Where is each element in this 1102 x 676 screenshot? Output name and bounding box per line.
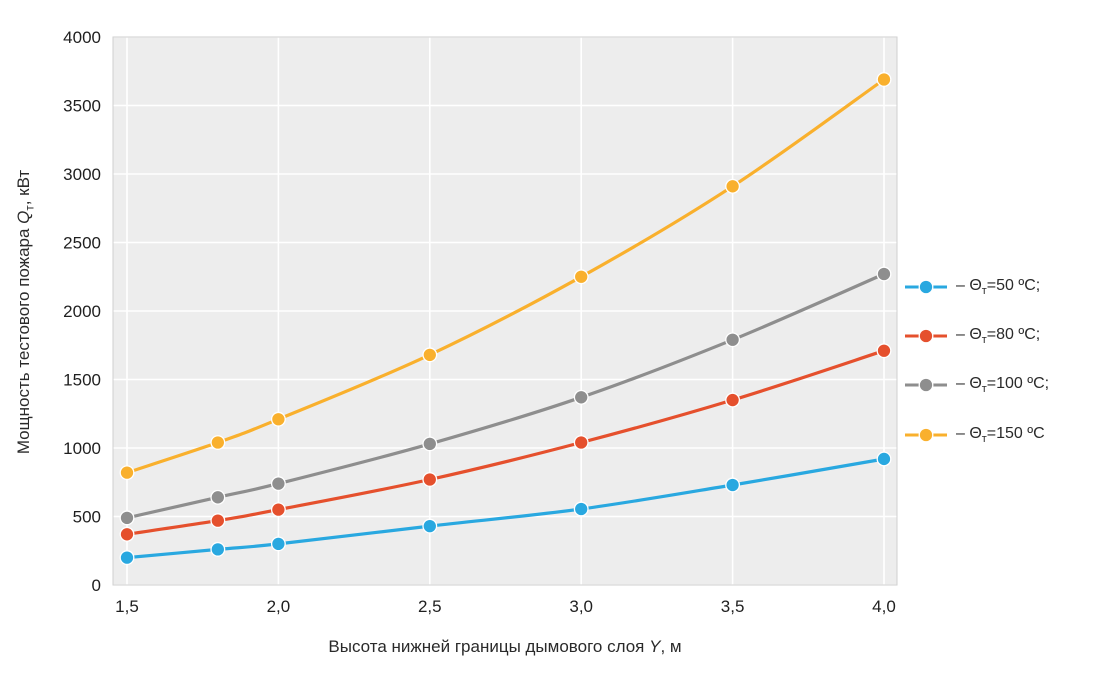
- legend-item-1: – Θт=80 ºC;: [903, 326, 1049, 346]
- legend-marker-icon: [905, 427, 947, 443]
- data-point: [119, 465, 135, 481]
- plot-svg: 0 500 1000 1500 2000 2500 3000 3500 4000 1,5 2,0 2,…: [63, 28, 898, 616]
- legend-marker-icon: [905, 328, 947, 344]
- legend-label: – Θт=100 ºC;: [956, 375, 1050, 396]
- y-tick-label: 2500: [63, 234, 101, 253]
- data-point: [725, 178, 741, 194]
- x-tick-label: 1,5: [115, 597, 139, 616]
- y-tick-label: 3000: [63, 165, 101, 184]
- data-point: [210, 435, 226, 450]
- x-tick-label: 2,0: [267, 597, 291, 616]
- data-point: [422, 436, 438, 452]
- data-point: [119, 526, 135, 542]
- data-point: [422, 472, 438, 487]
- y-axis-title-text: Мощность тестового пожара: [14, 223, 33, 455]
- x-axis-variable: Y: [649, 637, 661, 656]
- y-axis-title: Мощность тестового пожара Qт, кВт: [14, 34, 36, 590]
- legend-marker-icon: [905, 378, 947, 393]
- data-point: [210, 541, 226, 557]
- legend-label: – Θт=80 ºC;: [956, 326, 1041, 347]
- legend-label: – Θт=50 ºC;: [956, 277, 1041, 298]
- data-point: [573, 501, 589, 517]
- data-point: [876, 343, 892, 359]
- data-point: [270, 476, 286, 492]
- data-point: [725, 477, 741, 493]
- data-point: [422, 347, 438, 363]
- data-point: [876, 72, 892, 87]
- y-tick-label: 1000: [63, 439, 101, 458]
- data-point: [573, 389, 589, 405]
- data-point: [270, 411, 286, 427]
- data-point: [725, 332, 741, 348]
- data-point: [725, 392, 741, 408]
- y-tick-label: 2000: [63, 302, 101, 321]
- data-point: [573, 435, 589, 450]
- data-point: [270, 502, 286, 518]
- legend-item-3: – Θт=150 ºC: [903, 425, 1049, 445]
- y-tick-label: 3500: [63, 97, 101, 116]
- x-axis-unit: , м: [660, 637, 682, 656]
- data-point: [422, 518, 438, 534]
- legend-label: – Θт=150 ºC: [956, 424, 1045, 445]
- x-axis-title-text: Высота нижней границы дымового слоя: [328, 637, 650, 656]
- x-axis-title: Высота нижней границы дымового слоя Y, м: [113, 637, 897, 657]
- x-tick-label: 4,0: [872, 597, 896, 616]
- data-point: [210, 489, 226, 505]
- y-tick-label: 500: [73, 508, 101, 527]
- y-axis-unit: , кВт: [14, 169, 33, 206]
- y-tick-label: 0: [92, 576, 101, 595]
- legend-item-0: – Θт=50 ºC;: [903, 277, 1049, 297]
- x-tick-label: 2,5: [418, 597, 442, 616]
- y-axis-subscript: т: [24, 205, 37, 211]
- x-tick-label: 3,0: [569, 597, 593, 616]
- data-point: [876, 451, 892, 467]
- series-line-Θт=150 ºC: [125, 77, 886, 475]
- y-axis-variable: Q: [14, 210, 33, 224]
- data-point: [210, 513, 226, 529]
- data-point: [573, 269, 589, 285]
- legend-marker-icon: [905, 279, 947, 295]
- y-tick-label: 4000: [63, 28, 101, 47]
- x-tick-label: 3,5: [721, 597, 745, 616]
- data-point: [270, 536, 286, 552]
- data-point: [876, 266, 892, 282]
- y-tick-label: 1500: [63, 371, 101, 390]
- data-point: [119, 510, 135, 526]
- data-point: [119, 550, 135, 566]
- legend: – Θт=50 ºC; – Θт=80 ºC; – Θт=100 ºC; – Θт=1…: [903, 277, 1049, 445]
- legend-item-2: – Θт=100 ºC;: [903, 375, 1050, 396]
